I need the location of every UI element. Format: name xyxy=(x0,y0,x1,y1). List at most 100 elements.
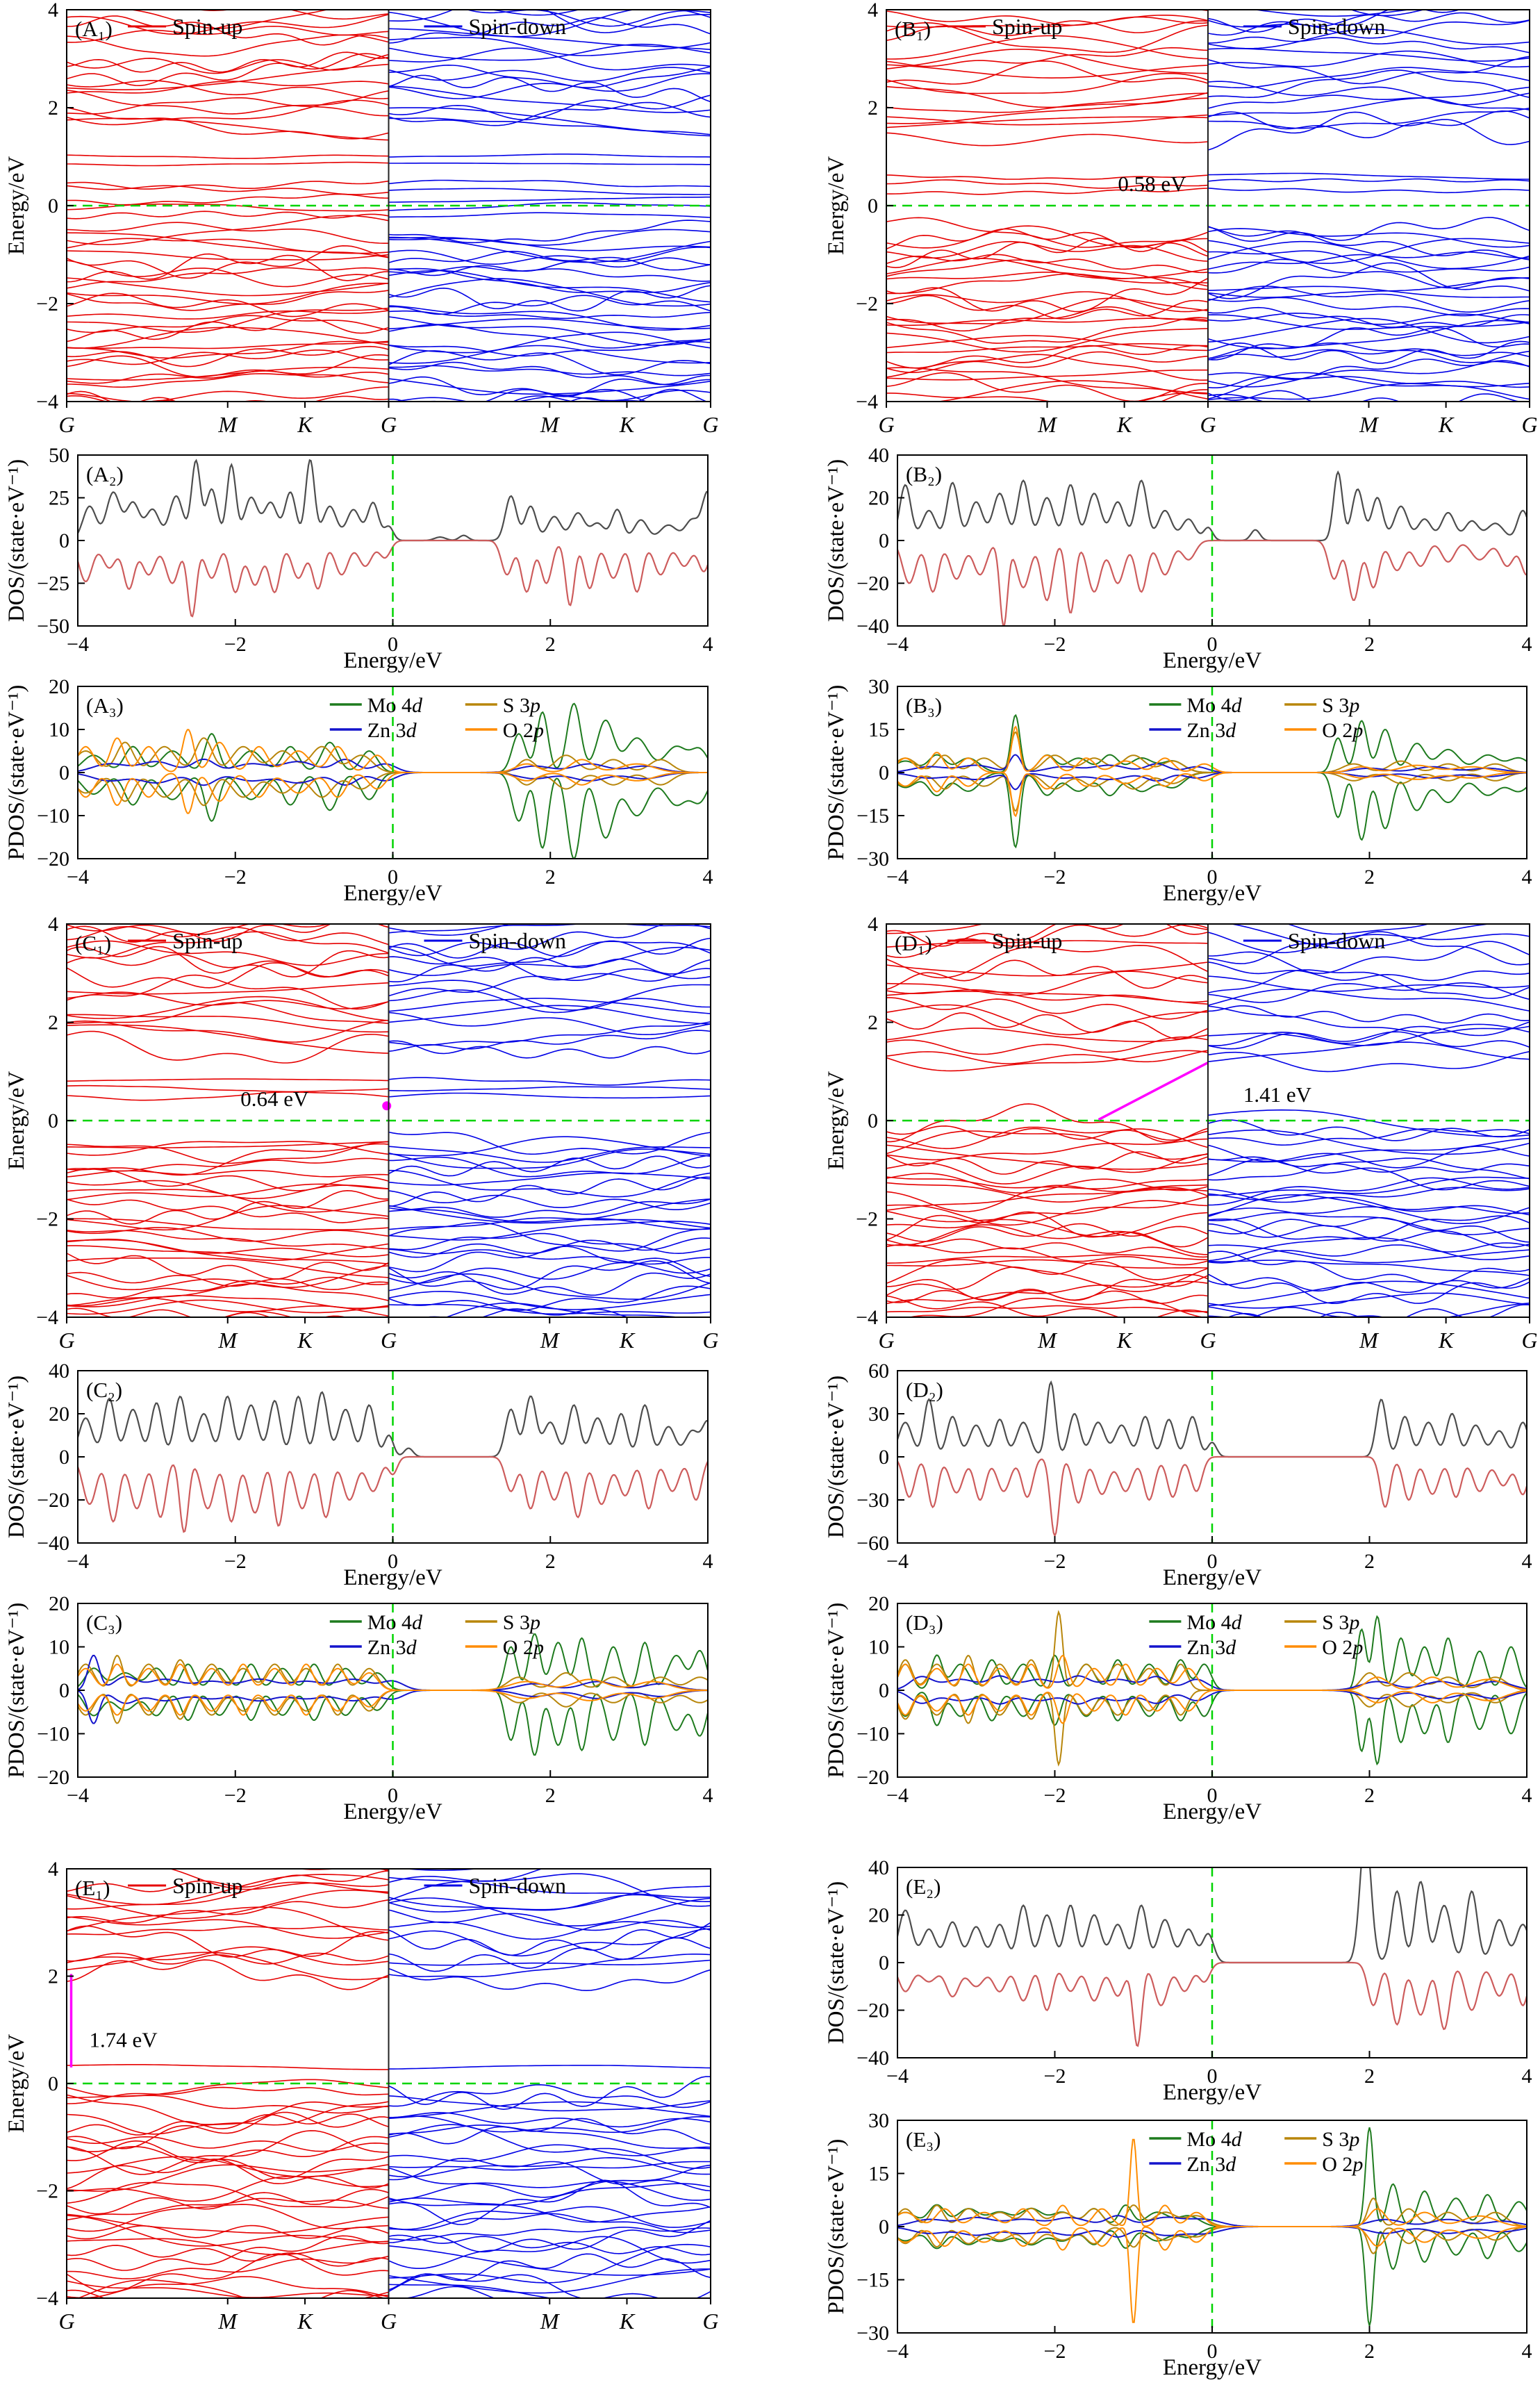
y-tick-label: −30 xyxy=(856,1489,889,1512)
band-curve-spin-down xyxy=(388,1146,711,1163)
plot-area xyxy=(897,686,1527,859)
band-curve-spin-down xyxy=(388,361,711,386)
dos-chart: −4 −2 0 2 4Energy/eV−40−2002040DOS/(state·eV… xyxy=(4,1360,713,1590)
band-curve-spin-down xyxy=(388,1221,711,1241)
y-axis-title: Energy/eV xyxy=(6,156,29,256)
kpoint-label: M xyxy=(217,1328,238,1353)
band-curve-spin-down xyxy=(1229,924,1494,950)
kpoint-label: G xyxy=(381,2309,397,2334)
band-curve-spin-down xyxy=(1207,81,1530,106)
band-curve-spin-down xyxy=(388,163,711,165)
band-curve-spin-up xyxy=(886,1126,1209,1150)
band-curve-spin-down xyxy=(388,2118,711,2145)
band-curve-spin-down xyxy=(388,1885,711,1911)
band-curve-spin-down xyxy=(388,17,711,44)
panel-tag: (A₃) xyxy=(86,693,124,718)
band-curve-spin-down xyxy=(388,1012,711,1036)
band-curve-spin-down xyxy=(388,2164,711,2198)
band-structure-panel-e1: 1.74 eV Spin-up Spin-down G M K G M K G −4 −2 0 2 4 Ene… xyxy=(4,1858,719,2341)
y-tick-label: 0 xyxy=(879,1679,889,1702)
kpoint-label: G xyxy=(878,1328,894,1353)
band-curve-spin-up xyxy=(67,282,389,305)
band-curve-spin-up xyxy=(886,273,1209,295)
band-curve-spin-up xyxy=(67,982,389,995)
band-curve-spin-up xyxy=(67,222,389,244)
band-curve-spin-up xyxy=(67,79,389,99)
x-tick-label: −4 xyxy=(886,1784,909,1807)
plot-area xyxy=(897,455,1527,626)
band-curve-spin-down xyxy=(388,1869,543,1883)
band-curve-spin-down xyxy=(1207,1144,1530,1169)
band-curve-spin-down xyxy=(388,1248,711,1265)
x-tick-label: −4 xyxy=(886,2065,909,2088)
x-tick-label: −4 xyxy=(886,866,909,889)
band-curve-spin-down xyxy=(1207,390,1523,402)
plot-area xyxy=(78,686,708,859)
band-curve-spin-down xyxy=(388,998,711,1014)
band-curve-spin-down xyxy=(1207,975,1530,992)
y-axis-title: Energy/eV xyxy=(825,1071,849,1171)
band-curve-spin-up xyxy=(67,2188,389,2215)
legend-label: Spin-down xyxy=(468,14,565,39)
y-tick-label: 15 xyxy=(868,2163,889,2186)
band-curve-spin-up xyxy=(886,85,1209,108)
band-curve-spin-up xyxy=(67,395,389,402)
band-curve-spin-up xyxy=(67,340,389,359)
band-curve-spin-down xyxy=(388,2227,711,2241)
y-tick-label: −20 xyxy=(856,1766,889,1789)
x-axis-title: Energy/eV xyxy=(343,1565,442,1590)
band-curve-spin-down xyxy=(1207,982,1530,1003)
y-tick-label: 0 xyxy=(879,1951,889,1974)
pdos-curve-up-o xyxy=(897,2138,1527,2227)
band-curve-spin-up xyxy=(67,2113,389,2136)
band-curve-spin-down xyxy=(1207,1156,1530,1173)
plot-area xyxy=(78,1603,708,1777)
band-curve-spin-down xyxy=(388,1136,711,1157)
pdos-curve-down-o xyxy=(897,772,1527,818)
band-curve-spin-up xyxy=(67,2101,389,2135)
band-curve-spin-up xyxy=(886,64,1209,79)
kpoint-label: G xyxy=(58,1328,74,1353)
band-curve-spin-up xyxy=(67,1030,389,1064)
legend-label: Spin-up xyxy=(172,14,242,39)
band-curve-spin-up xyxy=(886,1151,1209,1175)
kpoint-label: G xyxy=(878,412,894,437)
y-tick-label: 2 xyxy=(868,1012,878,1034)
band-curve-spin-down xyxy=(1207,1158,1530,1191)
band-curve-spin-up xyxy=(886,1238,1209,1258)
band-curve-spin-up xyxy=(67,1141,389,1164)
y-tick-label: −4 xyxy=(856,1306,878,1329)
band-curve-spin-down xyxy=(388,188,711,195)
band-curve-spin-down xyxy=(465,10,711,27)
band-curve-spin-up xyxy=(886,997,1209,1020)
band-curve-spin-up xyxy=(67,1283,389,1307)
band-gap-label: 1.41 eV xyxy=(1243,1082,1312,1107)
band-curve-spin-down xyxy=(388,946,711,976)
y-tick-label: 20 xyxy=(49,1403,69,1426)
band-curve-spin-up xyxy=(886,1125,1209,1141)
band-curve-spin-down xyxy=(388,2197,711,2223)
kpoint-label: M xyxy=(1037,1328,1058,1353)
y-tick-label: −50 xyxy=(37,615,69,638)
band-curve-spin-up xyxy=(886,291,1209,313)
y-tick-label: −10 xyxy=(37,1723,69,1746)
band-curve-spin-down xyxy=(424,1308,684,1317)
x-tick-label: −2 xyxy=(1044,2065,1066,2088)
band-curve-spin-up xyxy=(886,217,1209,248)
band-curve-spin-up xyxy=(67,2130,389,2175)
kpoint-label: G xyxy=(381,412,397,437)
y-tick-label: −4 xyxy=(36,1306,58,1329)
band-curve-spin-down xyxy=(1207,1005,1530,1024)
band-curve-spin-down xyxy=(388,1246,711,1278)
band-curve-spin-up xyxy=(67,34,389,57)
x-tick-label: −4 xyxy=(67,1550,89,1573)
y-tick-label: −4 xyxy=(36,390,58,413)
band-curve-spin-down xyxy=(1207,1109,1530,1137)
band-curve-spin-down xyxy=(1207,240,1530,270)
kpoint-label: K xyxy=(1438,1328,1455,1353)
y-axis-title: PDOS/(state·eV⁻¹) xyxy=(825,1603,849,1779)
y-tick-label: 4 xyxy=(48,1860,58,1881)
dos-curve-spin-down xyxy=(78,1455,708,1533)
band-curve-spin-down xyxy=(423,388,709,402)
